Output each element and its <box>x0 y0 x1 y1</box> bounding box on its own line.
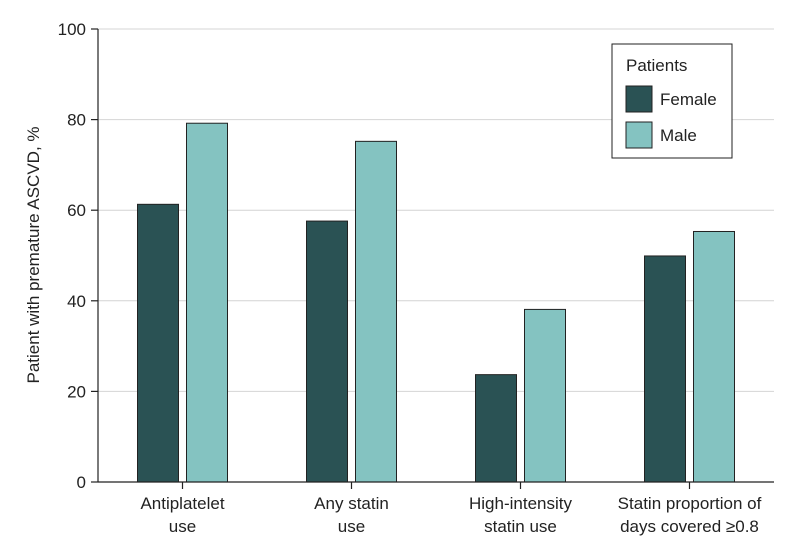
x-tick-label: days covered ≥0.8 <box>620 517 759 536</box>
x-tick-labels: Antiplatelet use Any statin use High-intensi… <box>140 482 762 536</box>
bar-female-1 <box>306 220 348 483</box>
legend-swatch-male <box>625 121 653 149</box>
y-tick-label: 100 <box>58 20 86 39</box>
bars <box>137 122 735 483</box>
x-tick-label: Any statin <box>314 494 389 513</box>
x-tick-label: use <box>169 517 196 536</box>
bar-female-3 <box>644 255 686 483</box>
y-ticks: 0 20 40 60 80 100 <box>58 20 98 492</box>
bar-male-0 <box>186 122 228 483</box>
legend-title: Patients <box>626 56 687 75</box>
x-tick-label: statin use <box>484 517 557 536</box>
legend-label-female: Female <box>660 90 717 109</box>
bar-male-3 <box>693 230 735 483</box>
y-tick-label: 20 <box>67 382 86 401</box>
legend: Patients Female Male <box>611 43 733 159</box>
bar-male-1 <box>355 140 397 483</box>
y-tick-label: 0 <box>77 473 86 492</box>
legend-swatch-female <box>625 85 653 113</box>
y-axis-label: Patient with premature ASCVD, % <box>24 126 43 383</box>
y-tick-label: 60 <box>67 201 86 220</box>
legend-label-male: Male <box>660 126 697 145</box>
bar-male-2 <box>524 308 566 483</box>
x-tick-label: Antiplatelet <box>140 494 224 513</box>
bar-female-2 <box>475 374 517 483</box>
y-tick-label: 80 <box>67 111 86 130</box>
x-tick-label: use <box>338 517 365 536</box>
bar-female-0 <box>137 203 179 483</box>
y-tick-label: 40 <box>67 292 86 311</box>
x-tick-label: Statin proportion of <box>618 494 762 513</box>
x-tick-label: High-intensity <box>469 494 572 513</box>
